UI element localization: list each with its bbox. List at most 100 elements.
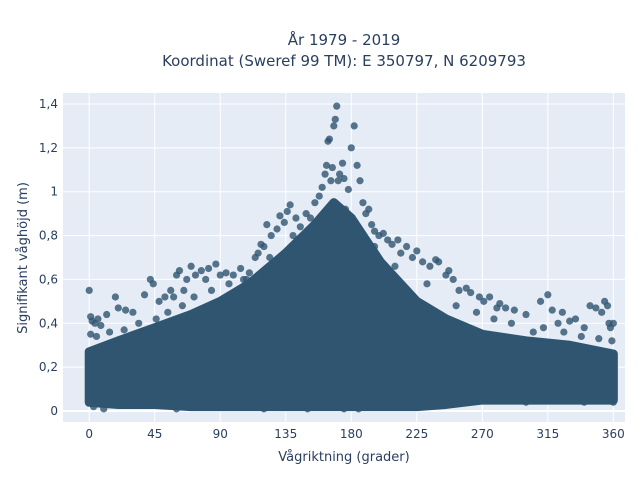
data-point-72 bbox=[365, 205, 373, 213]
data-point-133 bbox=[341, 205, 350, 213]
y-axis-ticks: 0 0,2 0,4 0,6 0,8 1 1,2 1,4 bbox=[39, 97, 58, 418]
data-point-73 bbox=[368, 221, 376, 229]
data-point-48 bbox=[306, 214, 315, 222]
data-point-100 bbox=[510, 306, 518, 314]
data-point-19 bbox=[175, 267, 184, 275]
data-point-108 bbox=[571, 315, 580, 323]
data-point-63 bbox=[338, 159, 347, 167]
data-point-120 bbox=[105, 328, 114, 336]
data-point-135 bbox=[391, 262, 399, 270]
data-point-102 bbox=[536, 297, 545, 305]
data-point-87 bbox=[435, 258, 443, 266]
data-point-131 bbox=[289, 231, 297, 240]
data-point-35 bbox=[254, 249, 262, 257]
data-point-59 bbox=[331, 115, 339, 123]
data-point-49 bbox=[311, 199, 319, 207]
data-point-126 bbox=[190, 293, 198, 301]
data-point-56 bbox=[327, 177, 335, 185]
data-point-74 bbox=[370, 227, 379, 235]
data-point-109 bbox=[580, 324, 588, 332]
data-point-68 bbox=[353, 161, 361, 169]
data-point-26 bbox=[204, 264, 213, 273]
data-point-94 bbox=[475, 293, 484, 301]
data-point-46 bbox=[296, 223, 304, 231]
data-point-13 bbox=[149, 280, 157, 288]
x-tick-label-8: 360 bbox=[602, 427, 625, 441]
data-point-50 bbox=[315, 192, 323, 200]
data-point-47 bbox=[302, 210, 310, 218]
data-point-141 bbox=[529, 328, 537, 336]
data-point-29 bbox=[222, 269, 230, 277]
data-point-28 bbox=[216, 271, 224, 279]
y-tick-label-3: 0,6 bbox=[39, 272, 58, 286]
data-point-101 bbox=[522, 310, 530, 319]
data-point-90 bbox=[449, 275, 457, 284]
data-point-137 bbox=[452, 302, 460, 310]
data-point-79 bbox=[394, 236, 402, 244]
y-tick-label-4: 0,8 bbox=[39, 229, 58, 243]
x-tick-label-5: 225 bbox=[405, 427, 428, 441]
data-point-14 bbox=[155, 297, 163, 305]
data-point-84 bbox=[419, 258, 427, 266]
data-point-95 bbox=[480, 297, 488, 305]
data-point-15 bbox=[161, 293, 169, 301]
data-point-38 bbox=[263, 221, 271, 229]
data-point-41 bbox=[276, 212, 284, 220]
data-point-43 bbox=[283, 207, 291, 216]
data-point-121 bbox=[120, 326, 128, 334]
data-point-10 bbox=[129, 308, 137, 316]
data-point-139 bbox=[490, 315, 498, 323]
data-point-9 bbox=[122, 306, 130, 314]
data-point-112 bbox=[598, 308, 606, 316]
data-point-122 bbox=[135, 319, 143, 327]
data-point-39 bbox=[267, 231, 275, 240]
data-point-104 bbox=[548, 306, 556, 314]
data-point-129 bbox=[239, 275, 248, 284]
data-point-69 bbox=[356, 177, 364, 185]
data-point-51 bbox=[318, 183, 326, 191]
data-point-150 bbox=[260, 405, 268, 413]
data-point-25 bbox=[202, 275, 210, 284]
data-point-21 bbox=[183, 275, 191, 284]
data-point-17 bbox=[170, 293, 178, 301]
data-point-144 bbox=[577, 332, 585, 341]
data-point-45 bbox=[292, 214, 300, 222]
data-point-30 bbox=[229, 271, 237, 279]
data-point-85 bbox=[426, 262, 434, 270]
data-point-140 bbox=[507, 319, 516, 327]
data-point-23 bbox=[191, 271, 200, 279]
data-point-52 bbox=[321, 170, 329, 178]
data-point-7 bbox=[111, 293, 120, 301]
x-axis-title: Vågriktning (grader) bbox=[278, 450, 409, 465]
data-point-151 bbox=[304, 405, 312, 413]
y-tick-label-6: 1,2 bbox=[39, 141, 58, 155]
data-point-40 bbox=[273, 225, 281, 233]
data-point-81 bbox=[403, 242, 411, 251]
data-point-24 bbox=[197, 267, 205, 275]
data-point-31 bbox=[237, 264, 245, 273]
data-point-20 bbox=[180, 286, 188, 294]
data-point-142 bbox=[539, 324, 548, 332]
x-tick-label-1: 45 bbox=[147, 427, 162, 441]
data-point-44 bbox=[286, 201, 294, 209]
data-point-77 bbox=[384, 236, 392, 244]
data-point-27 bbox=[212, 260, 220, 268]
chart-title-line-1: År 1979 - 2019 bbox=[288, 30, 401, 49]
data-point-64 bbox=[340, 174, 348, 183]
data-point-91 bbox=[455, 286, 463, 294]
data-point-148 bbox=[100, 405, 108, 413]
data-point-128 bbox=[225, 280, 233, 288]
data-point-66 bbox=[347, 144, 355, 152]
data-point-157 bbox=[580, 398, 588, 406]
x-tick-label-4: 180 bbox=[340, 427, 363, 441]
x-tick-label-3: 135 bbox=[274, 427, 297, 441]
data-point-67 bbox=[350, 122, 358, 130]
data-point-78 bbox=[388, 240, 396, 248]
data-point-76 bbox=[379, 229, 387, 237]
data-point-16 bbox=[167, 286, 175, 294]
y-tick-label-1: 0,2 bbox=[39, 360, 58, 374]
x-tick-label-2: 90 bbox=[213, 427, 228, 441]
data-point-96 bbox=[485, 293, 494, 301]
data-point-0 bbox=[85, 286, 93, 294]
